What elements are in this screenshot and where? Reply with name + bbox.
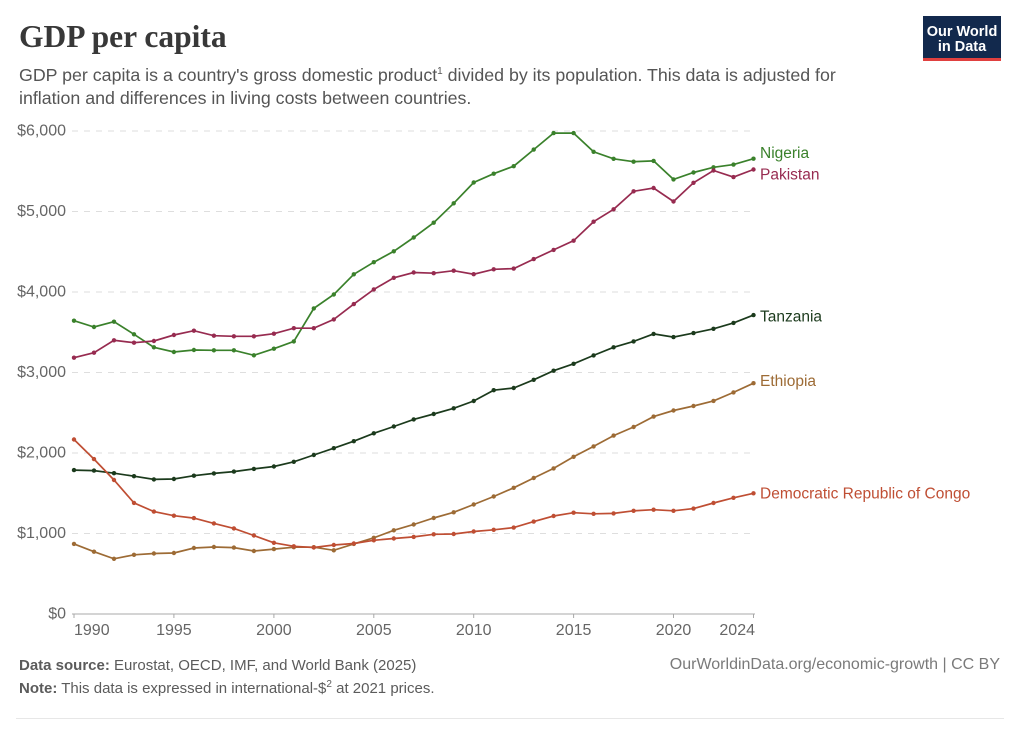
svg-text:Pakistan: Pakistan <box>760 167 819 184</box>
svg-text:$4,000: $4,000 <box>17 284 66 301</box>
svg-text:$6,000: $6,000 <box>17 123 66 140</box>
svg-text:$0: $0 <box>48 606 66 623</box>
svg-text:Ethiopia: Ethiopia <box>760 373 816 390</box>
svg-text:$2,000: $2,000 <box>17 445 66 462</box>
svg-text:$3,000: $3,000 <box>17 364 66 381</box>
svg-text:2015: 2015 <box>556 622 592 639</box>
svg-text:2024: 2024 <box>719 622 755 639</box>
svg-text:Democratic Republic of Congo: Democratic Republic of Congo <box>760 486 970 503</box>
svg-text:Nigeria: Nigeria <box>760 145 809 162</box>
svg-text:$5,000: $5,000 <box>17 203 66 220</box>
svg-text:2000: 2000 <box>256 622 292 639</box>
svg-text:1995: 1995 <box>156 622 192 639</box>
svg-text:2005: 2005 <box>356 622 392 639</box>
svg-text:2020: 2020 <box>656 622 692 639</box>
svg-text:2010: 2010 <box>456 622 492 639</box>
svg-text:Tanzania: Tanzania <box>760 309 822 326</box>
svg-text:$1,000: $1,000 <box>17 525 66 542</box>
svg-text:1990: 1990 <box>74 622 110 639</box>
